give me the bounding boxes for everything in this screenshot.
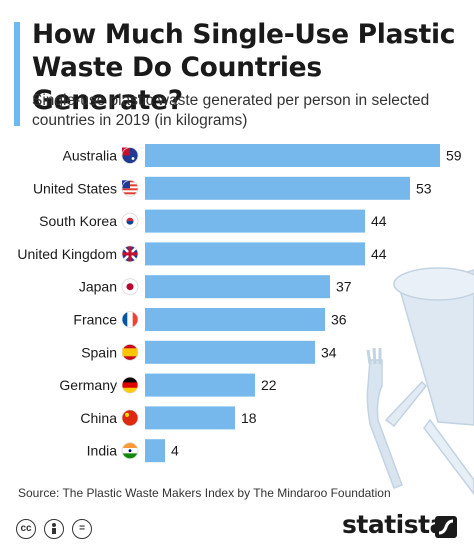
value-label: 4 (171, 443, 179, 459)
germany-flag-icon (121, 376, 139, 394)
cc-icon[interactable]: cc (16, 519, 36, 539)
by-icon[interactable] (44, 519, 64, 539)
usa-flag-icon (121, 179, 139, 197)
value-label: 53 (416, 180, 432, 196)
bar (145, 340, 315, 364)
australia-flag-icon (121, 147, 139, 164)
india-flag-icon (121, 442, 139, 460)
category-label: Australia (63, 148, 118, 164)
bar (145, 209, 365, 233)
value-label: 34 (321, 344, 337, 360)
title-accent-bar (14, 22, 20, 126)
bar (145, 373, 255, 397)
plastic-cup-illustration (366, 267, 474, 496)
china-flag-icon (121, 409, 139, 427)
bar (145, 406, 235, 430)
statista-logo-icon (435, 516, 457, 538)
value-label: 18 (241, 410, 257, 426)
bar (145, 144, 440, 167)
source-note: Source: The Plastic Waste Makers Index b… (18, 486, 391, 500)
statista-logo[interactable]: statista (342, 510, 446, 539)
category-label: India (87, 443, 118, 459)
japan-flag-icon (121, 278, 139, 296)
value-label: 22 (261, 377, 277, 393)
value-label: 44 (371, 213, 387, 229)
category-label: United States (33, 180, 117, 196)
bar (145, 439, 165, 463)
category-label: France (73, 312, 117, 328)
bar (145, 242, 365, 266)
nd-icon[interactable]: = (72, 519, 92, 539)
bar (145, 275, 330, 299)
category-label: Germany (59, 377, 117, 393)
bar-chart: Australia 59 United States 53 South Korea 44 U… (17, 144, 462, 463)
value-label: 59 (446, 148, 462, 164)
category-label: South Korea (39, 213, 117, 229)
category-label: Spain (81, 344, 117, 360)
chart-subtitle: Single-use plastic waste generated per p… (32, 92, 430, 129)
category-label: Japan (79, 279, 117, 295)
bar (145, 308, 325, 331)
france-flag-icon (121, 311, 139, 328)
value-label: 44 (371, 246, 387, 262)
spain-flag-icon (121, 343, 139, 361)
value-label: 37 (336, 279, 352, 295)
south-korea-flag-icon (121, 212, 139, 230)
category-label: China (80, 410, 117, 426)
uk-flag-icon (121, 245, 139, 263)
value-label: 36 (331, 312, 347, 328)
chart-title: How Much Single-Use Plastic Waste Do Cou… (32, 19, 456, 116)
category-label: United Kingdom (17, 246, 117, 262)
bar (145, 176, 410, 200)
